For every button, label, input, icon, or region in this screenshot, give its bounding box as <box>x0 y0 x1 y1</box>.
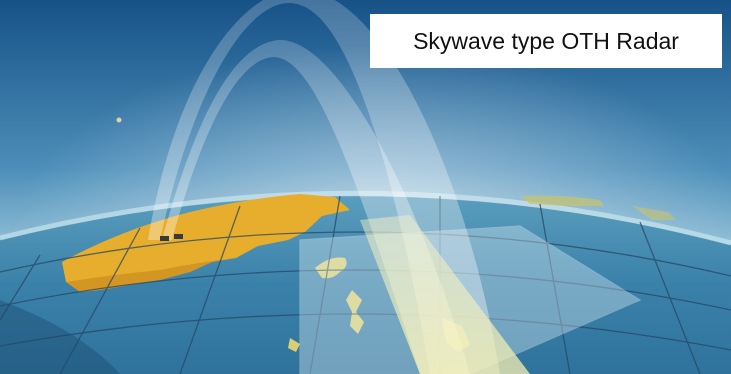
skywave-beams <box>148 0 530 374</box>
caption-label: Skywave type OTH Radar <box>370 14 722 68</box>
earth-globe <box>0 190 731 374</box>
globe-shadow <box>0 300 120 374</box>
island-small <box>288 338 300 352</box>
star-dot <box>116 117 122 123</box>
radar-site <box>160 234 183 241</box>
continent-shade <box>66 258 236 292</box>
distant-land <box>520 195 604 206</box>
island-peninsula <box>315 257 347 279</box>
island-chain <box>346 290 364 334</box>
beam-footprint <box>360 215 530 374</box>
continent-landmass <box>62 194 350 292</box>
distant-land-right <box>632 206 676 220</box>
